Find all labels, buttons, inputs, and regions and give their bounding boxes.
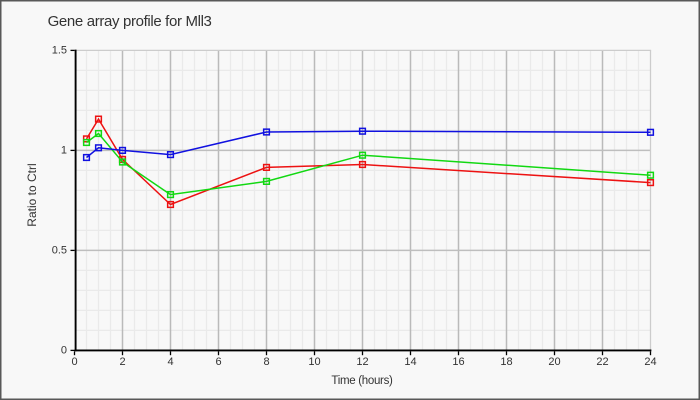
svg-text:6: 6: [215, 356, 221, 368]
svg-text:16: 16: [452, 356, 464, 368]
svg-text:24: 24: [644, 356, 656, 368]
svg-text:Ratio to Ctrl: Ratio to Ctrl: [25, 163, 39, 226]
svg-text:1: 1: [61, 144, 67, 156]
svg-text:22: 22: [596, 356, 608, 368]
svg-text:18: 18: [500, 356, 512, 368]
svg-text:0: 0: [61, 344, 67, 356]
svg-text:12: 12: [356, 356, 368, 368]
svg-text:1.5: 1.5: [52, 44, 67, 56]
svg-text:Time (hours): Time (hours): [331, 375, 393, 387]
svg-text:0.5: 0.5: [52, 244, 67, 256]
svg-text:2: 2: [119, 356, 125, 368]
svg-text:0: 0: [71, 356, 77, 368]
svg-text:4: 4: [167, 356, 173, 368]
svg-text:14: 14: [404, 356, 416, 368]
svg-text:20: 20: [548, 356, 560, 368]
svg-text:Gene array profile for Mll3: Gene array profile for Mll3: [48, 13, 212, 30]
svg-text:10: 10: [308, 356, 320, 368]
svg-text:8: 8: [263, 356, 269, 368]
